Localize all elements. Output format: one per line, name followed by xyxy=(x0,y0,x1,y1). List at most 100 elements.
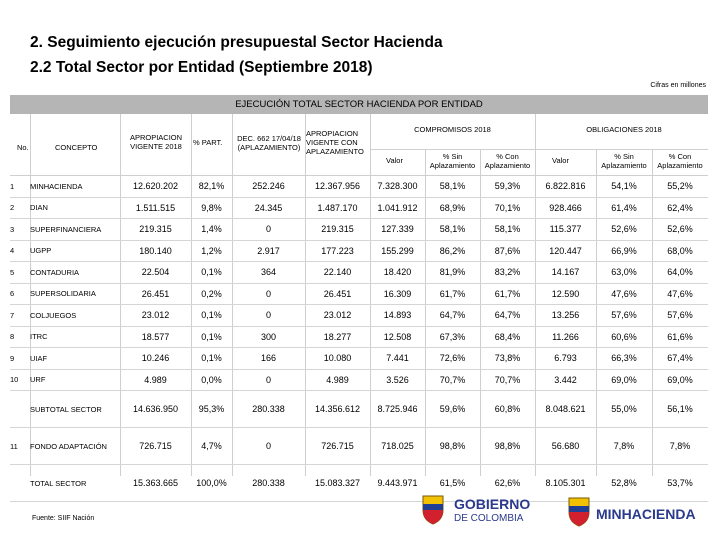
cell-aprop-aplaz: 177.223 xyxy=(305,240,370,262)
cell-o-con: 61,6% xyxy=(652,326,708,348)
cell-name: SUPERSOLIDARIA xyxy=(30,283,120,305)
cell-no: 6 xyxy=(10,283,30,305)
page-title: 2. Seguimiento ejecución presupuestal Se… xyxy=(30,34,443,51)
cell-part: 95,3% xyxy=(191,390,232,428)
cell-part: 0,1% xyxy=(191,304,232,327)
cell-aprop: 18.577 xyxy=(120,326,191,348)
subheader-separator xyxy=(370,149,708,150)
header-no: No. xyxy=(17,143,29,152)
cell-c-sin: 58,1% xyxy=(425,218,480,241)
cell-c-val: 8.725.946 xyxy=(370,390,425,428)
cell-no: 10 xyxy=(10,369,30,391)
page-subtitle: 2.2 Total Sector por Entidad (Septiembre… xyxy=(30,59,373,76)
cell-dec: 252.246 xyxy=(232,176,305,198)
cell-o-sin: 52,6% xyxy=(596,218,652,241)
cell-c-val: 18.420 xyxy=(370,261,425,284)
cell-no: 1 xyxy=(10,176,30,198)
cell-part: 9,8% xyxy=(191,197,232,219)
cell-no: 8 xyxy=(10,326,30,348)
cell-o-sin: 66,9% xyxy=(596,240,652,262)
cell-aprop-aplaz: 12.367.956 xyxy=(305,176,370,198)
table-row: 2 DIAN 1.511.515 9,8% 24.345 1.487.170 1.041.9… xyxy=(10,197,708,219)
cell-name: SUPERFINANCIERA xyxy=(30,218,120,241)
table-row: 1 MINHACIENDA 12.620.202 82,1% 252.246 12.367… xyxy=(10,176,708,198)
cell-o-con: 47,6% xyxy=(652,283,708,305)
table-row: SUBTOTAL SECTOR 14.636.950 95,3% 280.338 14.… xyxy=(10,390,708,428)
cell-name: CONTADURIA xyxy=(30,261,120,284)
cell-no xyxy=(10,464,30,502)
cell-aprop: 22.504 xyxy=(120,261,191,284)
cell-part: 0,2% xyxy=(191,283,232,305)
cell-c-sin: 64,7% xyxy=(425,304,480,327)
header-comp-con: % Con Aplazamiento xyxy=(484,152,531,170)
header-compromisos: COMPROMISOS 2018 xyxy=(414,125,491,134)
cell-o-con: 7,8% xyxy=(652,427,708,465)
gobierno-logo: GOBIERNO DE COLOMBIA xyxy=(420,494,630,534)
cell-no xyxy=(10,390,30,428)
budget-table: 1 MINHACIENDA 12.620.202 82,1% 252.246 12.367… xyxy=(10,176,708,502)
cell-aprop: 219.315 xyxy=(120,218,191,241)
cell-c-con: 60,8% xyxy=(480,390,535,428)
cell-aprop-aplaz: 1.487.170 xyxy=(305,197,370,219)
table-row: 5 CONTADURIA 22.504 0,1% 364 22.140 18.420 81,9… xyxy=(10,261,708,284)
header-concepto: CONCEPTO xyxy=(55,143,98,152)
cell-o-val: 12.590 xyxy=(535,283,596,305)
header-apropiacion: APROPIACION VIGENTE 2018 xyxy=(129,133,183,151)
cell-no: 5 xyxy=(10,261,30,284)
cell-o-con: 57,6% xyxy=(652,304,708,327)
cell-o-con: 68,0% xyxy=(652,240,708,262)
cell-no: 11 xyxy=(10,427,30,465)
cell-part: 100,0% xyxy=(191,464,232,502)
cell-o-sin: 66,3% xyxy=(596,347,652,370)
cell-o-con: 55,2% xyxy=(652,176,708,198)
cell-o-con: 69,0% xyxy=(652,369,708,391)
cell-o-con: 67,4% xyxy=(652,347,708,370)
cell-o-sin: 63,0% xyxy=(596,261,652,284)
cell-o-sin: 7,8% xyxy=(596,427,652,465)
cell-o-sin: 69,0% xyxy=(596,369,652,391)
cell-part: 1,2% xyxy=(191,240,232,262)
cell-part: 4,7% xyxy=(191,427,232,465)
cell-aprop-aplaz: 26.451 xyxy=(305,283,370,305)
cell-dec: 0 xyxy=(232,283,305,305)
cell-o-val: 14.167 xyxy=(535,261,596,284)
cell-c-sin: 67,3% xyxy=(425,326,480,348)
cell-c-con: 87,6% xyxy=(480,240,535,262)
cell-o-val: 120.447 xyxy=(535,240,596,262)
cell-c-con: 62,6% xyxy=(480,464,535,502)
cell-name: ITRC xyxy=(30,326,120,348)
cell-c-con: 70,7% xyxy=(480,369,535,391)
cell-o-val: 6.793 xyxy=(535,347,596,370)
cell-o-con: 52,6% xyxy=(652,218,708,241)
cell-aprop-aplaz: 14.356.612 xyxy=(305,390,370,428)
cell-o-val: 11.266 xyxy=(535,326,596,348)
cell-o-sin: 47,6% xyxy=(596,283,652,305)
cell-c-sin: 59,6% xyxy=(425,390,480,428)
cell-c-val: 127.339 xyxy=(370,218,425,241)
cell-aprop: 14.636.950 xyxy=(120,390,191,428)
cell-dec: 280.338 xyxy=(232,464,305,502)
cell-part: 0,1% xyxy=(191,347,232,370)
units-note: Cifras en millones xyxy=(650,82,706,89)
cell-no: 2 xyxy=(10,197,30,219)
cell-c-con: 59,3% xyxy=(480,176,535,198)
cell-aprop: 1.511.515 xyxy=(120,197,191,219)
cell-part: 0,1% xyxy=(191,326,232,348)
cell-name: UGPP xyxy=(30,240,120,262)
cell-c-val: 7.328.300 xyxy=(370,176,425,198)
cell-o-val: 13.256 xyxy=(535,304,596,327)
cell-c-con: 61,7% xyxy=(480,283,535,305)
cell-no: 9 xyxy=(10,347,30,370)
cell-c-sin: 70,7% xyxy=(425,369,480,391)
cell-c-val: 7.441 xyxy=(370,347,425,370)
cell-c-con: 73,8% xyxy=(480,347,535,370)
cell-dec: 280.338 xyxy=(232,390,305,428)
cell-dec: 0 xyxy=(232,218,305,241)
cell-c-sin: 68,9% xyxy=(425,197,480,219)
cell-aprop-aplaz: 15.083.327 xyxy=(305,464,370,502)
cell-c-con: 58,1% xyxy=(480,218,535,241)
cell-dec: 364 xyxy=(232,261,305,284)
header-aprop-aplaz: APROPIACION VIGENTE CON APLAZAMIENTO xyxy=(306,129,364,156)
header-separator xyxy=(10,175,708,176)
cell-part: 0,0% xyxy=(191,369,232,391)
